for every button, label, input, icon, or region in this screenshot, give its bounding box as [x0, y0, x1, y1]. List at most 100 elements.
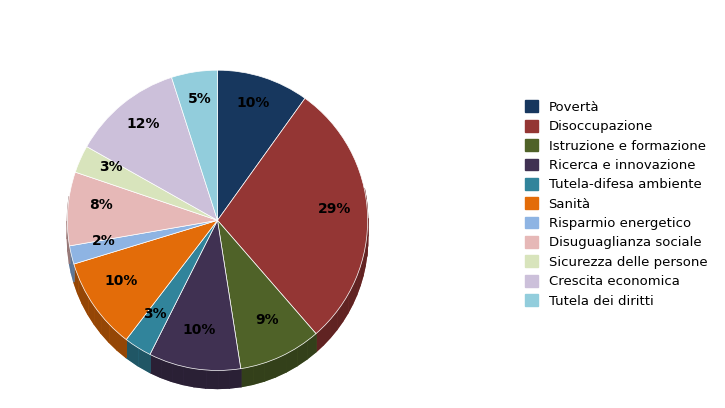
- Text: 10%: 10%: [183, 323, 216, 337]
- Polygon shape: [126, 339, 138, 366]
- Polygon shape: [88, 296, 94, 324]
- Polygon shape: [78, 275, 83, 304]
- Polygon shape: [229, 369, 241, 388]
- Wedge shape: [70, 220, 218, 264]
- Polygon shape: [367, 228, 368, 256]
- Text: 9%: 9%: [255, 313, 278, 328]
- Polygon shape: [360, 258, 362, 286]
- Polygon shape: [160, 359, 172, 381]
- Polygon shape: [364, 188, 366, 216]
- Wedge shape: [126, 220, 218, 355]
- Wedge shape: [218, 220, 316, 369]
- Polygon shape: [297, 341, 307, 366]
- Polygon shape: [286, 348, 297, 372]
- Polygon shape: [330, 312, 336, 337]
- Polygon shape: [183, 366, 194, 387]
- Polygon shape: [194, 369, 206, 388]
- Text: 3%: 3%: [99, 160, 123, 173]
- Polygon shape: [218, 370, 229, 388]
- Polygon shape: [364, 188, 366, 216]
- Polygon shape: [117, 332, 126, 357]
- Polygon shape: [74, 264, 78, 293]
- Wedge shape: [218, 70, 305, 220]
- Wedge shape: [172, 70, 218, 220]
- Polygon shape: [102, 315, 109, 342]
- Text: 10%: 10%: [236, 96, 270, 110]
- Polygon shape: [307, 334, 316, 359]
- Polygon shape: [88, 296, 94, 324]
- Polygon shape: [229, 369, 241, 388]
- Polygon shape: [330, 312, 336, 337]
- Polygon shape: [352, 277, 357, 304]
- Polygon shape: [218, 370, 229, 388]
- Polygon shape: [241, 366, 252, 387]
- Polygon shape: [336, 304, 342, 330]
- Polygon shape: [252, 363, 264, 384]
- Polygon shape: [348, 286, 352, 313]
- Text: 8%: 8%: [89, 198, 112, 212]
- Polygon shape: [72, 255, 74, 282]
- Polygon shape: [83, 286, 88, 314]
- Legend: Povertà, Disoccupazione, Istruzione e formazione, Ricerca e innovazione, Tutela-: Povertà, Disoccupazione, Istruzione e fo…: [521, 97, 711, 311]
- Polygon shape: [323, 319, 330, 345]
- Polygon shape: [367, 228, 368, 256]
- Polygon shape: [68, 196, 70, 227]
- Polygon shape: [366, 198, 367, 226]
- Text: 2%: 2%: [91, 234, 115, 248]
- Polygon shape: [206, 370, 218, 388]
- Polygon shape: [357, 268, 360, 295]
- Wedge shape: [87, 78, 218, 220]
- Polygon shape: [362, 248, 365, 276]
- Polygon shape: [74, 264, 78, 293]
- Wedge shape: [218, 98, 368, 334]
- Polygon shape: [68, 233, 70, 264]
- Polygon shape: [362, 248, 365, 276]
- Polygon shape: [276, 354, 286, 377]
- Wedge shape: [74, 220, 218, 339]
- Polygon shape: [150, 355, 160, 377]
- Polygon shape: [160, 359, 172, 381]
- Polygon shape: [138, 348, 150, 373]
- Polygon shape: [172, 363, 183, 384]
- Polygon shape: [316, 327, 323, 352]
- Polygon shape: [94, 306, 102, 333]
- Polygon shape: [70, 246, 72, 273]
- Polygon shape: [109, 324, 117, 350]
- Polygon shape: [94, 306, 102, 333]
- Polygon shape: [83, 286, 88, 314]
- Polygon shape: [276, 354, 286, 377]
- Polygon shape: [365, 238, 367, 266]
- Polygon shape: [348, 286, 352, 313]
- Polygon shape: [316, 327, 323, 352]
- Wedge shape: [150, 220, 241, 370]
- Polygon shape: [138, 348, 150, 373]
- Polygon shape: [323, 319, 330, 345]
- Text: 12%: 12%: [127, 117, 160, 131]
- Polygon shape: [206, 370, 218, 388]
- Polygon shape: [360, 258, 362, 286]
- Polygon shape: [126, 339, 138, 366]
- Polygon shape: [183, 366, 194, 387]
- Polygon shape: [72, 255, 74, 282]
- Polygon shape: [297, 341, 307, 366]
- Polygon shape: [109, 324, 117, 350]
- Wedge shape: [75, 146, 218, 220]
- Polygon shape: [252, 363, 264, 384]
- Polygon shape: [78, 275, 83, 304]
- Text: 3%: 3%: [144, 306, 167, 321]
- Text: 29%: 29%: [318, 202, 351, 216]
- Polygon shape: [342, 295, 348, 322]
- Polygon shape: [366, 198, 367, 226]
- Polygon shape: [194, 369, 206, 388]
- Polygon shape: [68, 233, 70, 264]
- Polygon shape: [117, 332, 126, 357]
- Polygon shape: [68, 196, 70, 227]
- Wedge shape: [67, 172, 218, 246]
- Polygon shape: [342, 295, 348, 322]
- Polygon shape: [352, 277, 357, 304]
- Polygon shape: [264, 359, 276, 381]
- Polygon shape: [365, 238, 367, 266]
- Polygon shape: [264, 359, 276, 381]
- Text: 5%: 5%: [188, 92, 211, 106]
- Polygon shape: [357, 268, 360, 295]
